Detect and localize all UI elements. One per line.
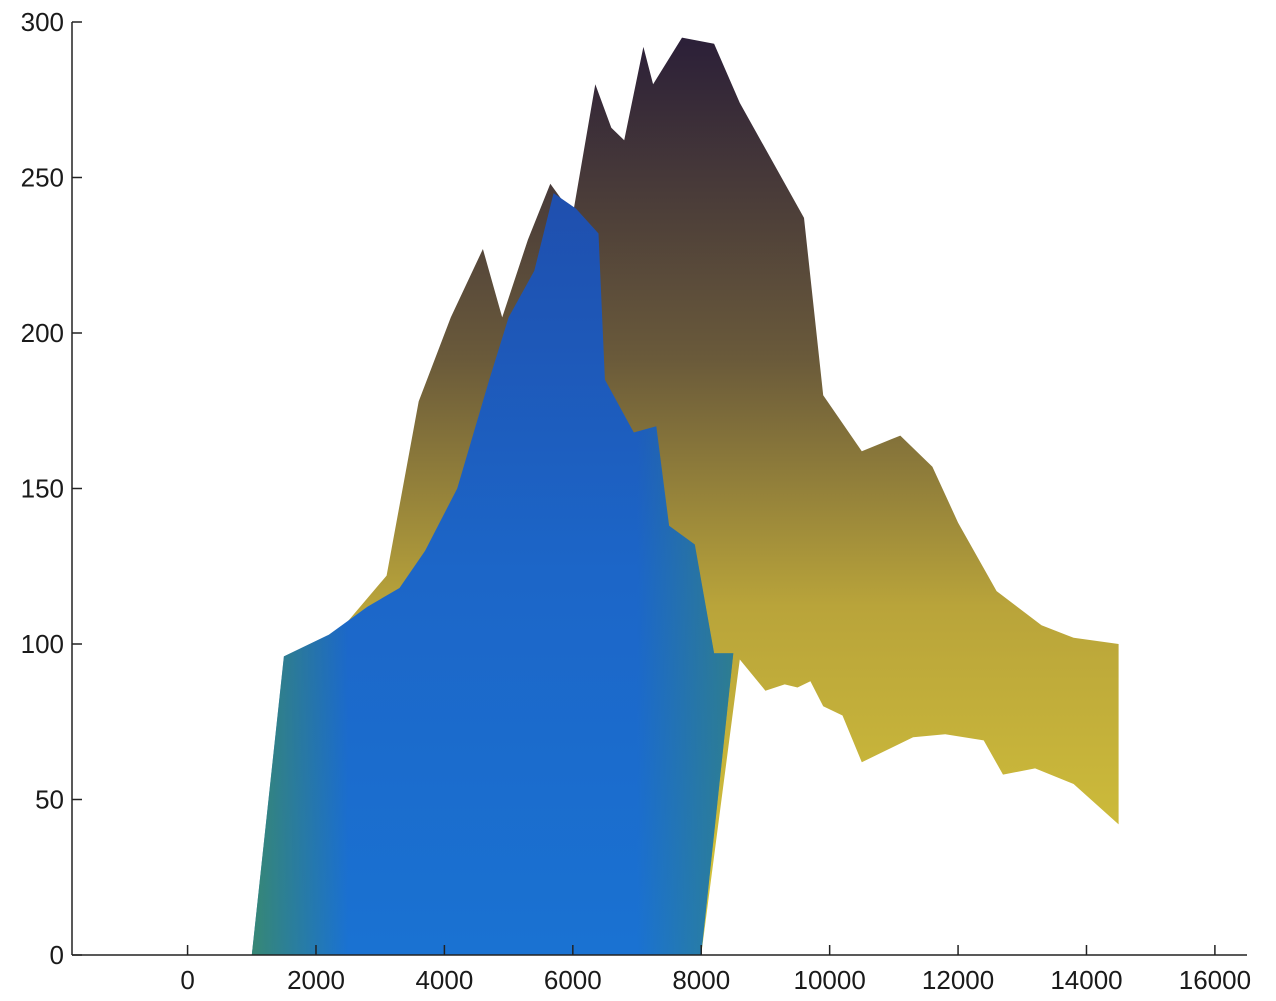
x-tick-label: 16000 — [1179, 965, 1251, 995]
y-tick-label: 50 — [35, 785, 64, 815]
y-tick-label: 200 — [21, 318, 64, 348]
y-tick-label: 150 — [21, 474, 64, 504]
x-tick-label: 4000 — [415, 965, 473, 995]
y-tick-label: 250 — [21, 163, 64, 193]
y-tick-label: 0 — [50, 940, 64, 970]
x-tick-label: 8000 — [672, 965, 730, 995]
x-tick-label: 0 — [180, 965, 194, 995]
series-2-edge-shade — [251, 193, 734, 956]
x-tick-label: 12000 — [922, 965, 994, 995]
y-tick-label: 100 — [21, 629, 64, 659]
series-layer — [251, 37, 1119, 956]
x-tick-label: 14000 — [1050, 965, 1122, 995]
y-tick-label: 300 — [21, 7, 64, 37]
x-tick-label: 10000 — [793, 965, 865, 995]
axes: 0 50 100 150 200 250 300 0 2000 4000 6000 8000 10000… — [21, 7, 1251, 995]
x-tick-label: 6000 — [544, 965, 602, 995]
x-tick-label: 2000 — [287, 965, 345, 995]
